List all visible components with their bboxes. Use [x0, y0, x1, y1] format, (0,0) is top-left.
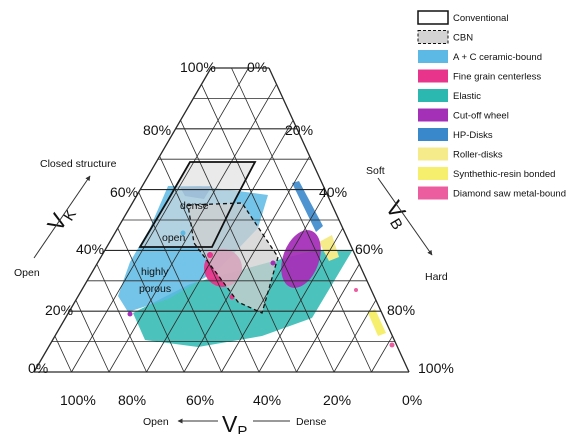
region-cut-off-wheel — [281, 230, 321, 288]
label-dense: dense — [180, 200, 209, 212]
grid-line — [138, 192, 222, 373]
legend-swatch — [418, 167, 448, 180]
legend-swatch — [418, 69, 448, 83]
legend-label: Elastic — [453, 91, 481, 102]
open-bottom-label: Open — [143, 416, 169, 428]
label-highly: highly — [141, 266, 169, 278]
cbn-outline — [187, 202, 279, 314]
left-tick-20: 20% — [45, 302, 73, 318]
legend: Conventional CBN A + C ceramic-bound Fine g… — [417, 10, 566, 200]
corner-right-bottom-label: 100% — [418, 360, 454, 376]
legend-swatch — [418, 50, 448, 63]
corner-top-right-label: 0% — [247, 59, 267, 75]
legend-label: Synthethic-resin bonded — [453, 169, 555, 180]
closed-structure-label: Closed structure — [40, 158, 117, 170]
vb-arrow — [377, 177, 433, 256]
grid-line — [268, 67, 410, 373]
legend-label: CBN — [453, 33, 473, 44]
legend-label: HP-Disks — [453, 130, 493, 141]
grid-line — [231, 67, 372, 373]
ternary-grid — [33, 67, 410, 373]
vp-sub: P — [237, 423, 247, 434]
bottom-tick-40: 40% — [253, 392, 281, 408]
right-tick-60: 60% — [355, 241, 383, 257]
bottom-tick-20: 20% — [323, 392, 351, 408]
legend-swatch — [417, 30, 449, 44]
grid-line — [159, 156, 260, 373]
legend-swatch — [418, 186, 448, 200]
grid-line — [33, 67, 212, 373]
grid-line — [75, 299, 110, 373]
grid-line — [371, 335, 393, 373]
vb-axis-label: VB — [378, 196, 416, 233]
right-tick-20: 20% — [285, 122, 313, 138]
grid-line — [54, 335, 72, 373]
legend-label: Conventional — [453, 13, 508, 24]
label-porous: porous — [139, 283, 171, 295]
right-tick-80: 80% — [387, 302, 415, 318]
grid-line — [71, 67, 249, 373]
label-open: open — [162, 232, 186, 244]
grid-line — [296, 263, 360, 373]
legend-swatch — [418, 89, 448, 102]
vp-main: V — [222, 411, 238, 434]
corner-bottom-right-label: 0% — [402, 392, 422, 408]
bottom-tick-60: 60% — [186, 392, 214, 408]
corner-top-left-label: 100% — [180, 59, 216, 75]
legend-swatch — [417, 10, 449, 25]
region-hp-disks — [292, 181, 323, 232]
right-tick-40: 40% — [319, 184, 347, 200]
legend-swatch — [418, 147, 448, 161]
vk-arrow — [33, 175, 91, 259]
region-synthetic-resin — [368, 309, 386, 336]
legend-label: Diamond saw metal-bound — [453, 189, 566, 200]
region-roller-disks — [319, 235, 339, 261]
grid-line — [221, 191, 327, 373]
svg-text:VB: VB — [378, 196, 416, 233]
hard-label: Hard — [425, 271, 448, 283]
legend-label: A + C ceramic-bound — [453, 52, 542, 63]
grid-line — [117, 227, 185, 373]
legend-swatch — [418, 128, 448, 141]
legend-label: Fine grain centerless — [453, 72, 541, 83]
region-text-labels: dense open highly porous — [139, 200, 209, 295]
vp-axis-label: VP — [222, 411, 247, 434]
legend-label: Roller-disks — [453, 150, 503, 161]
corner-left-bottom-label: 0% — [28, 360, 48, 376]
tick-labels: 100% 0% 80% 60% 40% 20% 0% 20% 40% 60% 8… — [28, 59, 454, 408]
grid-line — [201, 84, 335, 373]
left-tick-40: 40% — [76, 241, 104, 257]
bottom-tick-80: 80% — [118, 392, 146, 408]
grid-line — [146, 120, 294, 373]
grid-line — [96, 263, 147, 373]
region-cbn — [188, 203, 278, 313]
corner-bottom-left-label: 100% — [60, 392, 96, 408]
conventional-outline — [138, 161, 257, 248]
legend-swatch — [418, 108, 448, 122]
left-tick-80: 80% — [143, 122, 171, 138]
dense-bottom-label: Dense — [296, 416, 327, 428]
legend-label: Cut-off wheel — [453, 111, 509, 122]
soft-label: Soft — [366, 165, 385, 177]
left-tick-60: 60% — [110, 184, 138, 200]
open-left-label: Open — [14, 267, 40, 279]
